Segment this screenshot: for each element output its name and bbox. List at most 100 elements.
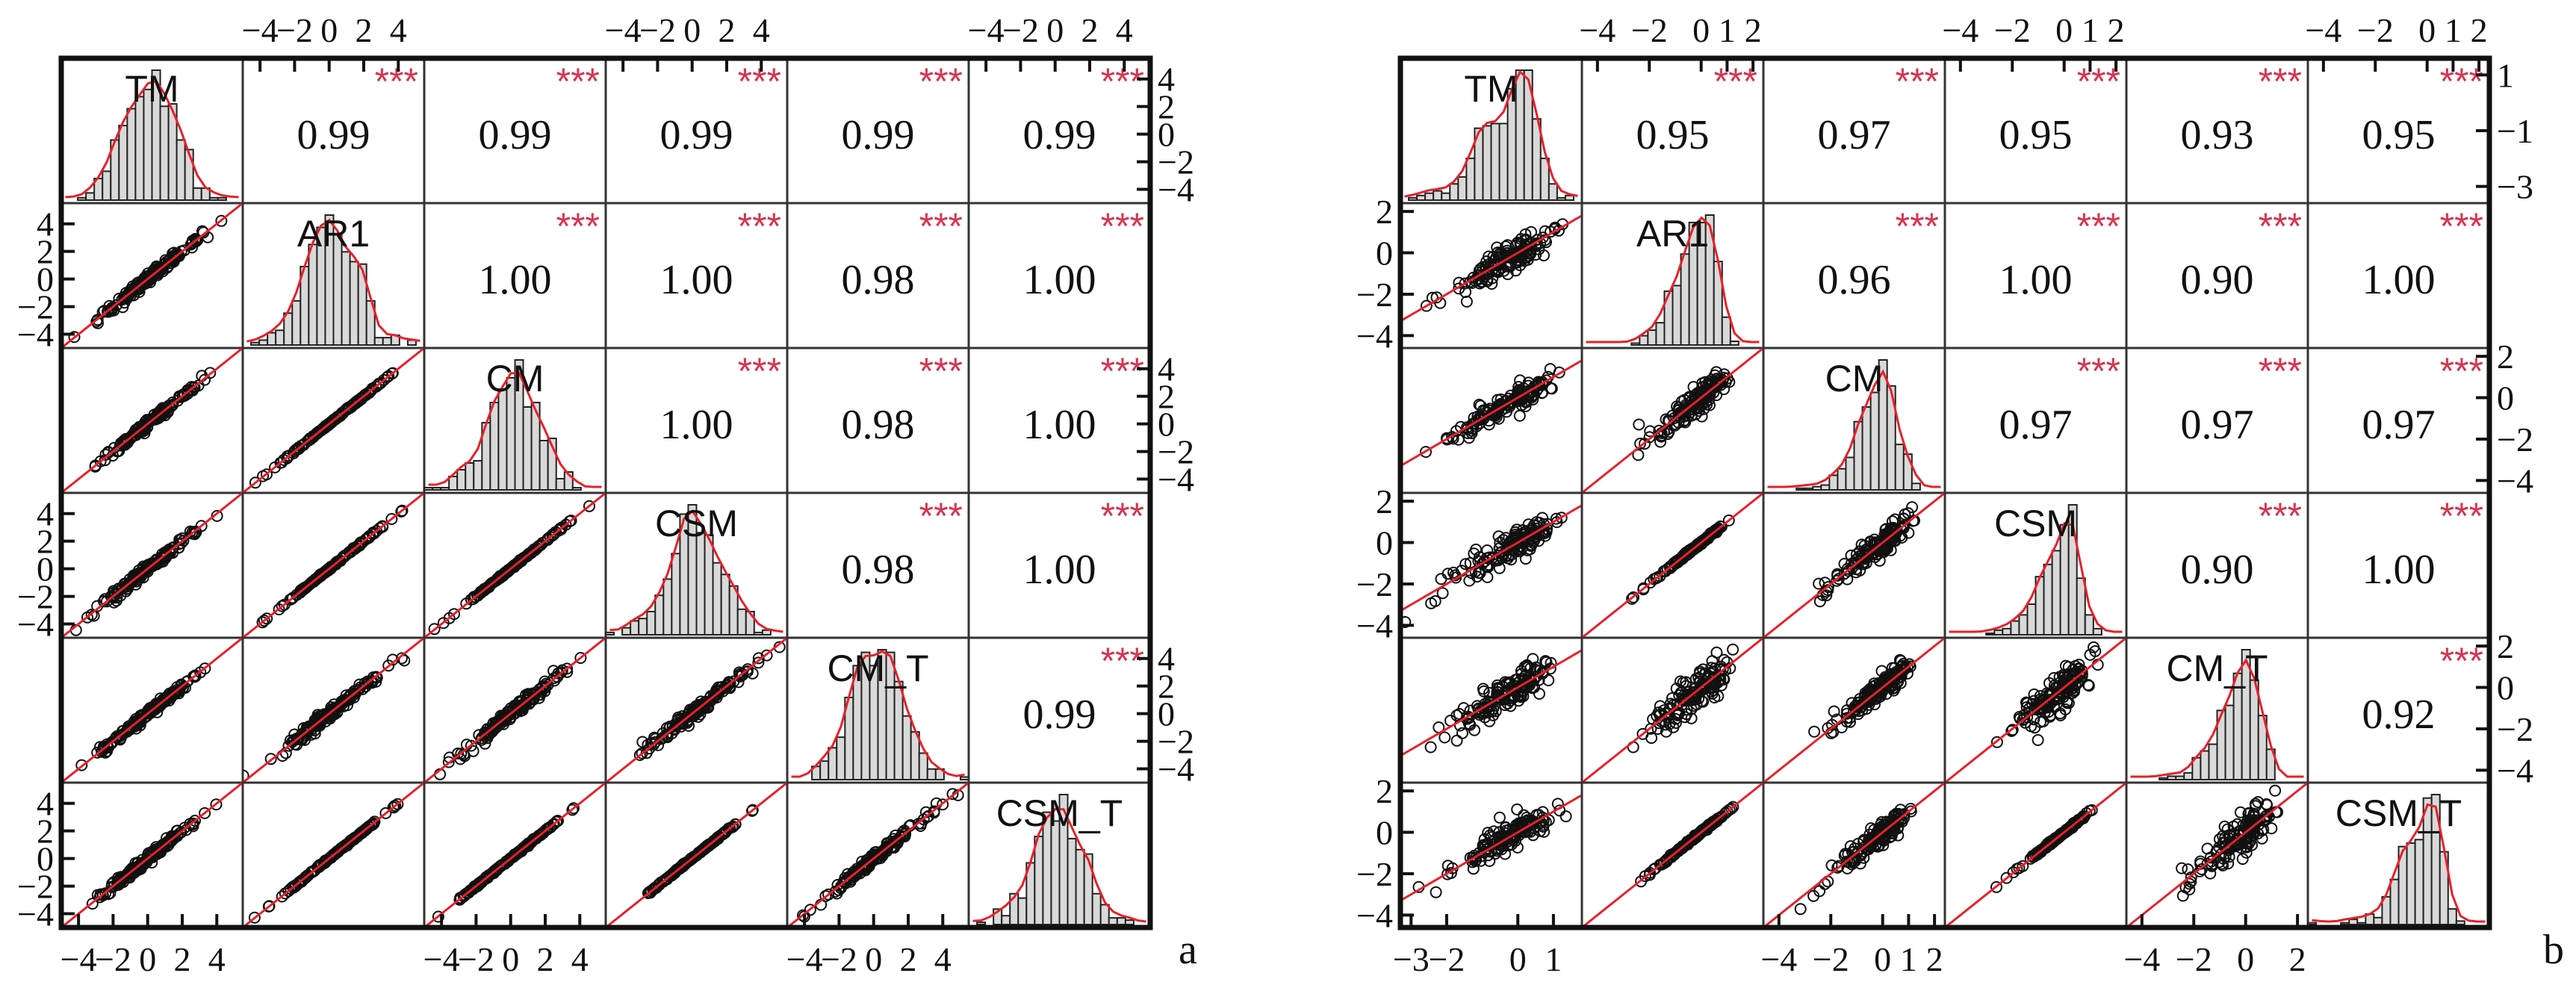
scatter-point <box>707 689 720 702</box>
scatter-point <box>2183 877 2196 890</box>
significance-stars: *** <box>738 60 781 102</box>
histogram-bar <box>836 736 846 780</box>
top-axis-tick-label: 2 <box>356 11 373 49</box>
scatter-point <box>190 234 202 246</box>
significance-stars: *** <box>1896 60 1939 102</box>
right-axis-tick-label: 4 <box>1158 60 1175 99</box>
left-axis-tick-label: 0 <box>37 261 54 299</box>
scatter-point <box>2053 687 2066 700</box>
bottom-axis-tick-label: −4 <box>1760 940 1797 978</box>
scatter-point <box>574 652 587 664</box>
scatter-point <box>334 409 347 422</box>
density-curve <box>246 218 420 343</box>
scatter-point <box>1861 685 1874 697</box>
cell-TM-CSM_T: ***0.99 <box>967 57 1152 205</box>
scatter-point <box>307 865 320 877</box>
fit-line <box>1400 504 1582 612</box>
scatter-point <box>1515 665 1527 677</box>
scatter-point <box>544 821 557 833</box>
cell-AR1-AR1: AR1 <box>1580 202 1765 349</box>
scatter-point <box>1530 661 1542 674</box>
correlation-value: 0.93 <box>2181 112 2254 158</box>
histogram-bar <box>258 339 269 346</box>
scatter-point <box>120 290 133 302</box>
scatter-point <box>1637 582 1650 594</box>
cell-CM-AR1 <box>1580 347 1765 494</box>
left-axis-tick-label: 4 <box>37 785 54 823</box>
histogram-bar <box>1647 329 1657 347</box>
cell-CM_T-TM <box>1399 636 1583 784</box>
scatter-point <box>332 845 345 858</box>
histogram-bar <box>118 125 128 201</box>
density-curve <box>1586 216 1760 344</box>
bottom-axis-tick-label: 0 <box>865 940 882 978</box>
scatter-points <box>61 783 243 928</box>
scatter-point <box>1723 804 1736 816</box>
cell-TM-CSM: ***0.99 <box>604 57 789 205</box>
scatter-point <box>470 880 482 892</box>
histogram-bar <box>1449 183 1459 201</box>
scatter-point <box>314 715 327 728</box>
cell-CM_T-CM_T: CM_T <box>786 636 970 784</box>
scatter-point <box>680 857 692 869</box>
scatter-point <box>1710 646 1723 659</box>
scatter-point <box>186 818 199 830</box>
correlation-value: 0.99 <box>1023 112 1096 158</box>
density-curve <box>2312 803 2486 923</box>
histogram-bar <box>1812 485 1822 491</box>
scatter-point <box>162 255 175 267</box>
histogram-bar <box>1894 444 1905 491</box>
scatter-point <box>1542 674 1555 686</box>
cell-CSM-CSM: CSM <box>604 491 789 639</box>
scatter-point <box>2005 724 2018 737</box>
scatter-point <box>1672 553 1685 566</box>
scatter-point <box>1456 727 1468 739</box>
fit-line <box>61 203 243 348</box>
histogram-bar <box>1804 487 1814 491</box>
histogram-bar <box>1091 892 1102 926</box>
histogram-bar <box>2067 504 2078 636</box>
scatter-point <box>1808 725 1821 738</box>
fit-line <box>1400 649 1582 757</box>
scatter-point <box>1687 381 1700 394</box>
scatter-point <box>199 373 211 386</box>
scatter-point <box>548 674 561 687</box>
histogram-bar <box>959 776 970 780</box>
scatter-point <box>284 594 297 606</box>
cell-AR1-AR1: AR1 <box>241 202 426 349</box>
bottom-axis-tick-label: 0 <box>1509 940 1527 978</box>
scatter-point <box>1559 810 1572 823</box>
left-axis-tick-label: 0 <box>37 840 54 878</box>
scatter-point <box>2068 684 2081 696</box>
cell-border <box>967 636 1152 784</box>
histogram-bar <box>77 196 87 201</box>
scatter-point <box>1400 616 1412 628</box>
histogram-bar <box>1001 915 1011 925</box>
scatter-point <box>1869 839 1881 852</box>
scatter-point <box>1474 400 1487 412</box>
correlation-value: 0.98 <box>842 257 915 303</box>
scatter-points <box>1400 214 1582 323</box>
scatter-point <box>1505 553 1518 566</box>
scatter-point <box>262 900 275 913</box>
significance-stars: *** <box>738 205 781 247</box>
bottom-axis-tick-label: 2 <box>2289 940 2306 978</box>
scatter-point <box>398 654 411 667</box>
scatter-point <box>295 875 308 888</box>
scatter-point <box>538 825 550 838</box>
scatter-point <box>1865 822 1878 835</box>
scatter-point <box>181 675 193 688</box>
histogram-bar <box>1721 316 1731 347</box>
cell-border <box>2306 491 2491 639</box>
scatter-point <box>2043 677 2055 689</box>
scatter-point <box>1907 515 1919 527</box>
scatter-point <box>210 798 223 811</box>
scatter-points <box>1400 649 1582 757</box>
bottom-axis-tick-label: 0 <box>2237 940 2254 978</box>
bottom-axis-tick-label: −2 <box>95 940 131 978</box>
scatter-point <box>170 248 183 261</box>
histogram-bar <box>134 96 145 201</box>
scatter-point <box>1459 558 1472 571</box>
histogram-bar <box>341 251 351 346</box>
scatter-point <box>437 617 450 630</box>
